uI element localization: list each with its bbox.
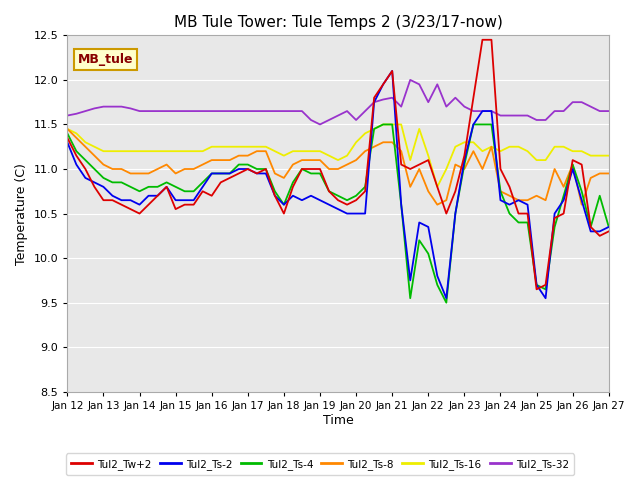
Y-axis label: Temperature (C): Temperature (C) [15, 163, 28, 264]
Line: Tul2_Ts-16: Tul2_Ts-16 [67, 124, 609, 187]
Tul2_Ts-16 [397, 121, 405, 127]
Tul2_Ts-2 [352, 211, 360, 216]
Tul2_Ts-2 [388, 68, 396, 74]
Tul2_Ts-2 [253, 170, 260, 176]
Tul2_Ts-8 [388, 139, 396, 145]
Tul2_Ts-8 [352, 157, 360, 163]
Tul2_Ts-16 [253, 144, 260, 150]
Tul2_Ts-32 [172, 108, 179, 114]
X-axis label: Time: Time [323, 414, 353, 427]
Tul2_Ts-32 [361, 108, 369, 114]
Tul2_Ts-4 [605, 224, 612, 230]
Line: Tul2_Ts-2: Tul2_Ts-2 [67, 71, 609, 298]
Tul2_Tw+2 [190, 202, 198, 207]
Tul2_Tw+2 [551, 215, 559, 221]
Text: MB_tule: MB_tule [78, 53, 134, 66]
Line: Tul2_Ts-8: Tul2_Ts-8 [67, 129, 609, 204]
Line: Tul2_Tw+2: Tul2_Tw+2 [67, 40, 609, 289]
Tul2_Ts-2 [605, 224, 612, 230]
Tul2_Tw+2 [172, 206, 179, 212]
Tul2_Ts-32 [190, 108, 198, 114]
Tul2_Ts-4 [397, 202, 405, 207]
Tul2_Ts-32 [397, 104, 405, 109]
Tul2_Ts-2 [551, 211, 559, 216]
Tul2_Ts-16 [433, 184, 441, 190]
Tul2_Tw+2 [532, 287, 540, 292]
Tul2_Ts-8 [63, 126, 71, 132]
Tul2_Ts-32 [605, 108, 612, 114]
Tul2_Ts-4 [63, 131, 71, 136]
Tul2_Tw+2 [388, 68, 396, 74]
Tul2_Tw+2 [479, 37, 486, 43]
Tul2_Ts-2 [442, 295, 450, 301]
Tul2_Ts-8 [190, 166, 198, 172]
Tul2_Ts-4 [442, 300, 450, 306]
Tul2_Ts-2 [63, 139, 71, 145]
Tul2_Ts-4 [380, 121, 387, 127]
Tul2_Ts-32 [63, 113, 71, 119]
Tul2_Tw+2 [253, 170, 260, 176]
Tul2_Tw+2 [605, 228, 612, 234]
Tul2_Ts-2 [397, 202, 405, 207]
Line: Tul2_Ts-32: Tul2_Ts-32 [67, 80, 609, 124]
Tul2_Ts-4 [253, 166, 260, 172]
Tul2_Ts-32 [316, 121, 324, 127]
Tul2_Ts-16 [605, 153, 612, 158]
Line: Tul2_Ts-4: Tul2_Ts-4 [67, 124, 609, 303]
Tul2_Ts-16 [551, 144, 559, 150]
Tul2_Ts-8 [172, 170, 179, 176]
Tul2_Ts-4 [551, 224, 559, 230]
Tul2_Ts-32 [253, 108, 260, 114]
Tul2_Ts-16 [352, 139, 360, 145]
Tul2_Ts-4 [172, 184, 179, 190]
Tul2_Ts-4 [352, 193, 360, 199]
Tul2_Ts-2 [172, 197, 179, 203]
Tul2_Tw+2 [352, 197, 360, 203]
Tul2_Ts-8 [605, 170, 612, 176]
Tul2_Ts-8 [541, 197, 549, 203]
Tul2_Ts-8 [253, 148, 260, 154]
Tul2_Ts-32 [406, 77, 414, 83]
Tul2_Tw+2 [63, 135, 71, 141]
Tul2_Ts-32 [551, 108, 559, 114]
Legend: Tul2_Tw+2, Tul2_Ts-2, Tul2_Ts-4, Tul2_Ts-8, Tul2_Ts-16, Tul2_Ts-32: Tul2_Tw+2, Tul2_Ts-2, Tul2_Ts-4, Tul2_Ts… [66, 454, 574, 475]
Tul2_Ts-16 [63, 126, 71, 132]
Tul2_Ts-16 [380, 121, 387, 127]
Tul2_Ts-2 [190, 197, 198, 203]
Tul2_Ts-16 [190, 148, 198, 154]
Tul2_Ts-8 [433, 202, 441, 207]
Tul2_Ts-4 [190, 189, 198, 194]
Title: MB Tule Tower: Tule Temps 2 (3/23/17-now): MB Tule Tower: Tule Temps 2 (3/23/17-now… [173, 15, 502, 30]
Tul2_Ts-16 [172, 148, 179, 154]
